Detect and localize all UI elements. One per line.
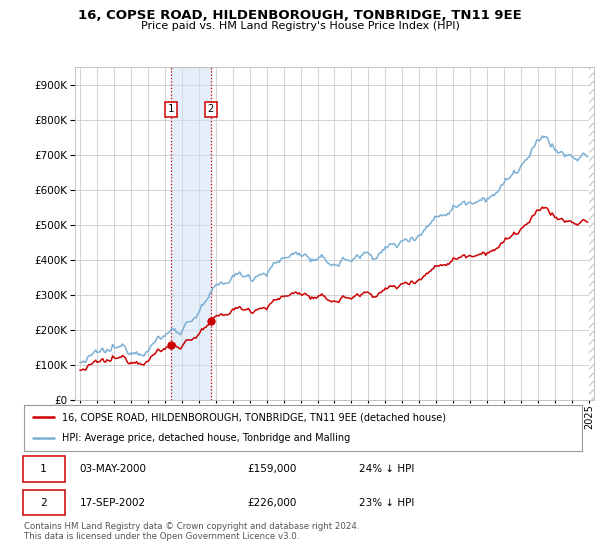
Text: 16, COPSE ROAD, HILDENBOROUGH, TONBRIDGE, TN11 9EE: 16, COPSE ROAD, HILDENBOROUGH, TONBRIDGE… <box>78 9 522 22</box>
Text: 24% ↓ HPI: 24% ↓ HPI <box>359 464 414 474</box>
Text: £159,000: £159,000 <box>247 464 296 474</box>
Text: 03-MAY-2000: 03-MAY-2000 <box>80 464 147 474</box>
FancyBboxPatch shape <box>23 489 65 515</box>
Text: HPI: Average price, detached house, Tonbridge and Malling: HPI: Average price, detached house, Tonb… <box>62 433 350 444</box>
Text: Contains HM Land Registry data © Crown copyright and database right 2024.
This d: Contains HM Land Registry data © Crown c… <box>24 522 359 542</box>
FancyBboxPatch shape <box>23 456 65 482</box>
Text: 2: 2 <box>40 497 47 507</box>
Bar <box>171 67 211 400</box>
Text: 17-SEP-2002: 17-SEP-2002 <box>80 497 146 507</box>
Text: 16, COPSE ROAD, HILDENBOROUGH, TONBRIDGE, TN11 9EE (detached house): 16, COPSE ROAD, HILDENBOROUGH, TONBRIDGE… <box>62 412 446 422</box>
Bar <box>589 67 594 400</box>
Text: Price paid vs. HM Land Registry's House Price Index (HPI): Price paid vs. HM Land Registry's House … <box>140 21 460 31</box>
Text: 1: 1 <box>40 464 47 474</box>
Text: 2: 2 <box>208 104 214 114</box>
Text: £226,000: £226,000 <box>247 497 296 507</box>
Text: 1: 1 <box>168 104 174 114</box>
Text: 23% ↓ HPI: 23% ↓ HPI <box>359 497 414 507</box>
Bar <box>589 67 594 400</box>
